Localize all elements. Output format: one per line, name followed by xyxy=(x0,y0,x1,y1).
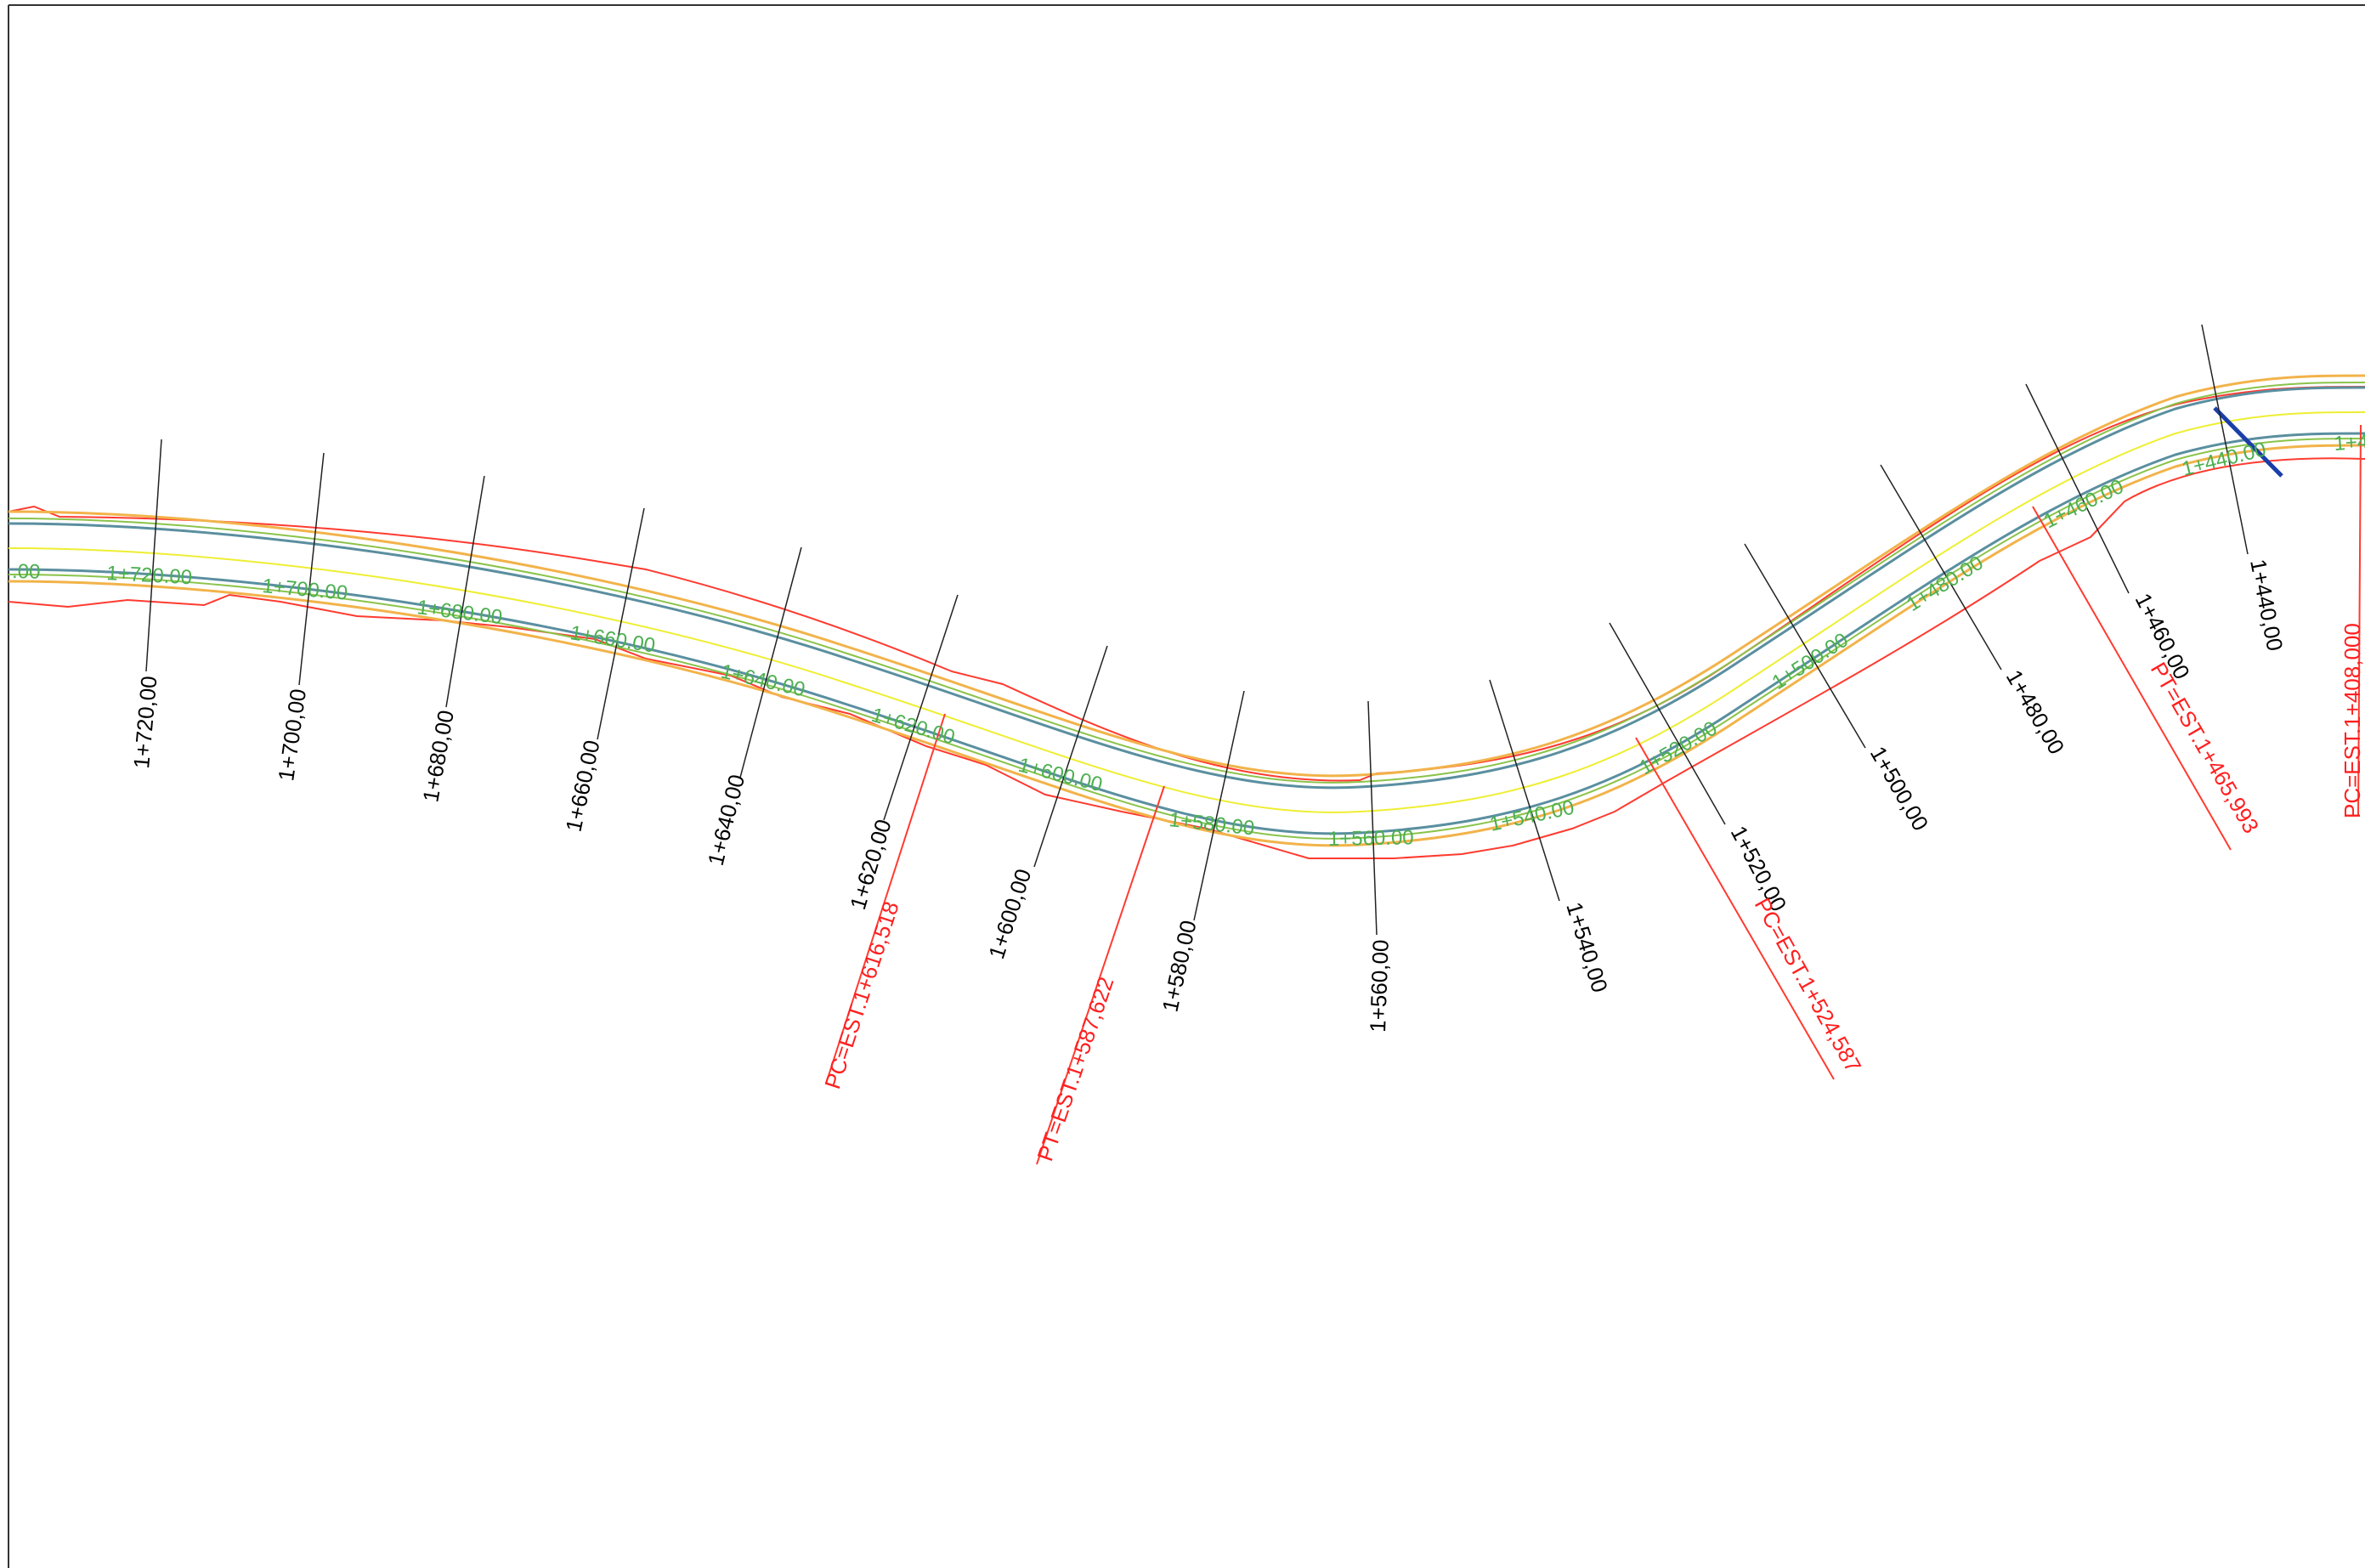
station-label: 1+500.00 xyxy=(1768,628,1853,694)
station-label: 1+600.00 xyxy=(1016,754,1105,797)
curve-point-label: PC=EST.1+524,587 xyxy=(1750,893,1867,1077)
sheet-border xyxy=(8,4,2365,1568)
station-label: 1+540.00 xyxy=(1488,796,1576,836)
terrain-edge-bottom xyxy=(8,457,2365,859)
curve-point-label: PT=EST.1+587,622 xyxy=(1032,974,1118,1164)
cross-section-label: 1+660,00 xyxy=(561,738,605,834)
cross-section: 1+440,00 xyxy=(2201,324,2288,653)
cross-sections: 1+720,00 1+700,00 1+680,00 1+660,00 1+64… xyxy=(128,324,2288,1033)
cross-section-label: 1+720,00 xyxy=(128,675,161,769)
terrain-edge-top xyxy=(8,386,2365,782)
cross-section: 1+580,00 xyxy=(1157,690,1245,1014)
cross-section: 1+680,00 xyxy=(417,475,485,804)
cross-section-label: 1+480,00 xyxy=(2001,665,2070,759)
cross-section-label: 1+640,00 xyxy=(703,772,750,868)
curve-point-label: PC=EST.1+616,518 xyxy=(819,898,904,1092)
cross-section-label: 1+580,00 xyxy=(1157,918,1202,1014)
cross-section-label: 1+620,00 xyxy=(845,817,897,913)
cross-section: 1+700,00 xyxy=(273,452,325,783)
station-label: 1+560.00 xyxy=(1328,826,1414,851)
road-corridor xyxy=(7,374,2365,859)
curve-point-leaders xyxy=(825,424,2362,1165)
cross-section: 1+640,00 xyxy=(703,546,802,868)
station-label: 1+4 xyxy=(2334,430,2365,456)
curve-point-labels: PC=EST.1+616,518 PT=EST.1+587,622 PC=EST… xyxy=(819,623,2365,1164)
curve-point-label: PC=EST.1+408,000 xyxy=(2340,623,2365,818)
blue-marker-line xyxy=(2213,406,2283,478)
cross-section-label: 1+500,00 xyxy=(1865,742,1934,835)
station-label: 1+480.00 xyxy=(1903,552,1988,616)
cross-section-label: 1+700,00 xyxy=(273,688,311,783)
cross-section: 1+520,00 xyxy=(1609,622,1791,915)
station-labels: .00 1+720.00 1+700.00 1+680.00 1+660.00 … xyxy=(12,430,2365,851)
cross-section: 1+560,00 xyxy=(1365,700,1394,1033)
cross-section-label: 1+560,00 xyxy=(1365,939,1394,1033)
curve-point-label: PT=EST.1+465,993 xyxy=(2146,658,2264,838)
cross-section: 1+720,00 xyxy=(128,439,162,770)
station-label: 1+460.00 xyxy=(2040,475,2127,533)
cross-section: 1+620,00 xyxy=(845,594,959,913)
station-label: .00 xyxy=(12,560,41,584)
cross-section-label: 1+440,00 xyxy=(2245,557,2288,653)
station-label: 1+720.00 xyxy=(106,562,193,589)
station-label: 1+520.00 xyxy=(1636,716,1722,779)
cross-section-label: 1+680,00 xyxy=(417,708,459,804)
cross-section-label: 1+540,00 xyxy=(1561,899,1613,995)
cross-section-label: 1+600,00 xyxy=(983,866,1036,962)
station-label: 1+620.00 xyxy=(868,704,957,750)
station-label: 1+580.00 xyxy=(1168,808,1255,840)
